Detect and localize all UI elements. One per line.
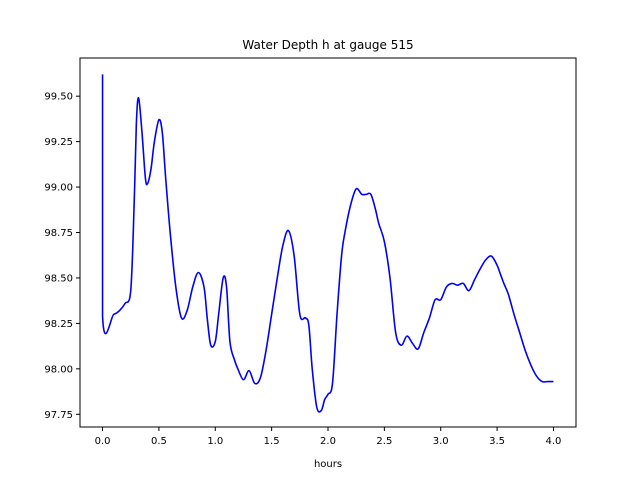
x-tick-label: 0.0 — [95, 436, 111, 447]
y-tick-label: 97.75 — [44, 410, 73, 421]
y-tick-label: 98.25 — [44, 319, 73, 330]
x-tick-label: 2.5 — [376, 436, 392, 447]
x-tick-label: 3.0 — [433, 436, 449, 447]
y-tick-label: 98.50 — [44, 273, 73, 284]
x-tick-label: 1.0 — [207, 436, 223, 447]
y-tick-label: 98.00 — [44, 364, 73, 375]
x-tick-label: 4.0 — [546, 436, 562, 447]
y-tick-label: 99.50 — [44, 92, 73, 103]
x-tick-label: 3.5 — [489, 436, 505, 447]
plot-frame — [79, 57, 577, 428]
y-tick-label: 99.25 — [44, 137, 73, 148]
axis-ticks: 0.0 0.5 1.0 1.5 2.0 2.5 3.0 3.5 4.0 97.75 98.00 98.… — [44, 92, 561, 447]
x-axis-label: hours — [314, 459, 342, 470]
y-tick-label: 99.00 — [44, 183, 73, 194]
x-tick-label: 2.0 — [320, 436, 336, 447]
x-tick-label: 1.5 — [264, 436, 280, 447]
chart-title: Water Depth h at gauge 515 — [242, 38, 413, 52]
series-line — [101, 74, 554, 413]
plot-area — [101, 74, 554, 413]
x-tick-label: 0.5 — [151, 436, 167, 447]
y-tick-label: 98.75 — [44, 228, 73, 239]
